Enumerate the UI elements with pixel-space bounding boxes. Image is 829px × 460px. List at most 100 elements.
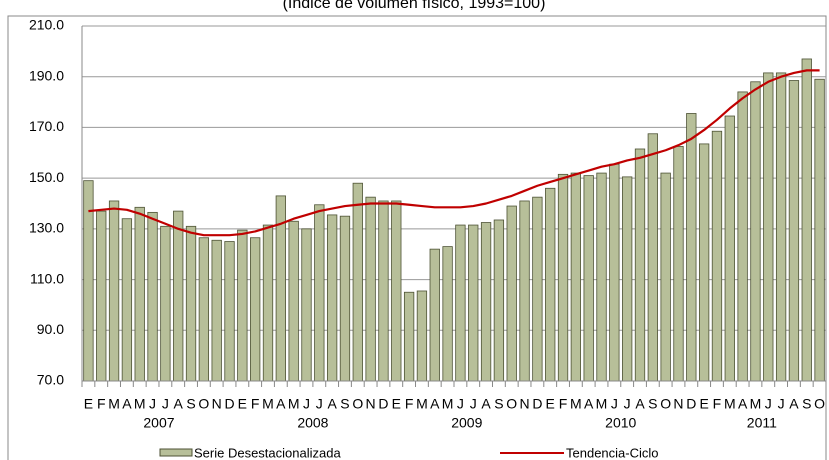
- x-tick-label: A: [481, 396, 491, 412]
- bar: [160, 225, 171, 382]
- bar: [429, 248, 440, 382]
- y-tick-label: 170.0: [29, 118, 64, 134]
- x-tick-label: E: [238, 396, 247, 412]
- x-tick-label: F: [405, 396, 414, 412]
- x-tick-label: A: [584, 396, 594, 412]
- x-tick-label: M: [288, 396, 300, 412]
- bar: [583, 175, 594, 382]
- x-tick-label: A: [327, 396, 337, 412]
- x-tick-label: M: [596, 396, 608, 412]
- bar: [121, 218, 133, 382]
- x-tick-label: M: [134, 396, 146, 412]
- x-tick-label: E: [546, 396, 555, 412]
- legend-label: Serie Desestacionalizada: [194, 445, 341, 460]
- bar: [814, 78, 825, 382]
- bar: [365, 196, 376, 382]
- bar: [211, 239, 222, 382]
- x-tick-label: M: [442, 396, 454, 412]
- x-tick-label: M: [108, 396, 120, 412]
- x-tick-label: E: [699, 396, 708, 412]
- bar: [339, 215, 351, 382]
- x-tick-label: O: [660, 396, 671, 412]
- x-tick-label: E: [84, 396, 93, 412]
- bar: [647, 133, 658, 382]
- bar: [147, 211, 158, 382]
- bar: [788, 80, 800, 382]
- x-tick-label: S: [340, 396, 349, 412]
- x-tick-label: N: [366, 396, 376, 412]
- bar: [416, 290, 428, 382]
- bar: [262, 224, 274, 382]
- frame: [7, 15, 827, 460]
- bar: [134, 206, 145, 382]
- bar: [237, 229, 248, 382]
- x-group-label: 2008: [297, 415, 328, 431]
- y-tick-label: 70.0: [37, 372, 64, 388]
- bar: [480, 222, 492, 382]
- x-tick-label: J: [316, 396, 323, 412]
- x-tick-label: E: [392, 396, 401, 412]
- x-tick-label: D: [224, 396, 234, 412]
- x-tick-label: D: [532, 396, 542, 412]
- x-tick-label: J: [611, 396, 618, 412]
- bar: [519, 200, 530, 382]
- x-tick-label: M: [570, 396, 582, 412]
- x-group-label: 2007: [143, 415, 174, 431]
- bar: [622, 176, 633, 382]
- bar: [378, 200, 389, 382]
- x-tick-label: A: [738, 396, 748, 412]
- x-tick-label: D: [378, 396, 388, 412]
- x-tick-label: J: [149, 396, 156, 412]
- y-tick-label: 150.0: [29, 169, 64, 185]
- y-tick-label: 90.0: [37, 321, 64, 337]
- x-tick-label: J: [162, 396, 169, 412]
- x-tick-label: J: [765, 396, 772, 412]
- x-tick-label: M: [724, 396, 736, 412]
- x-tick-label: F: [559, 396, 568, 412]
- bar: [532, 196, 543, 382]
- x-tick-label: S: [186, 396, 195, 412]
- x-tick-label: J: [624, 396, 631, 412]
- x-tick-label: A: [635, 396, 645, 412]
- x-tick-label: O: [352, 396, 363, 412]
- bar: [545, 187, 556, 382]
- legend-swatch: [159, 448, 193, 457]
- x-tick-label: F: [251, 396, 260, 412]
- bar: [698, 143, 710, 382]
- x-tick-label: A: [430, 396, 440, 412]
- bar: [173, 210, 184, 382]
- bar: [108, 200, 120, 382]
- bar: [634, 148, 646, 382]
- bar: [711, 130, 723, 382]
- x-tick-label: A: [276, 396, 286, 412]
- x-tick-label: S: [648, 396, 657, 412]
- chart-title: (Índice de volumen físico, 1993=100): [283, 0, 546, 12]
- x-tick-label: N: [212, 396, 222, 412]
- x-tick-label: O: [814, 396, 825, 412]
- x-tick-label: J: [470, 396, 477, 412]
- x-tick-label: N: [673, 396, 683, 412]
- bar: [737, 91, 748, 382]
- x-group-label: 2010: [605, 415, 636, 431]
- x-tick-label: J: [778, 396, 785, 412]
- bar: [250, 237, 261, 382]
- x-tick-label: A: [122, 396, 132, 412]
- bar: [686, 113, 697, 382]
- x-tick-label: M: [750, 396, 762, 412]
- x-tick-label: D: [686, 396, 696, 412]
- bar: [96, 210, 107, 382]
- bar: [224, 241, 235, 382]
- x-tick-label: F: [713, 396, 722, 412]
- bar: [775, 72, 787, 382]
- bar: [596, 172, 607, 382]
- bar: [493, 219, 505, 382]
- bar: [468, 224, 479, 382]
- trend-line: [88, 69, 820, 237]
- bar: [198, 237, 210, 382]
- x-tick-label: A: [789, 396, 799, 412]
- bar: [724, 115, 735, 382]
- y-tick-label: 210.0: [29, 17, 64, 33]
- bar: [557, 173, 569, 382]
- x-tick-label: N: [519, 396, 529, 412]
